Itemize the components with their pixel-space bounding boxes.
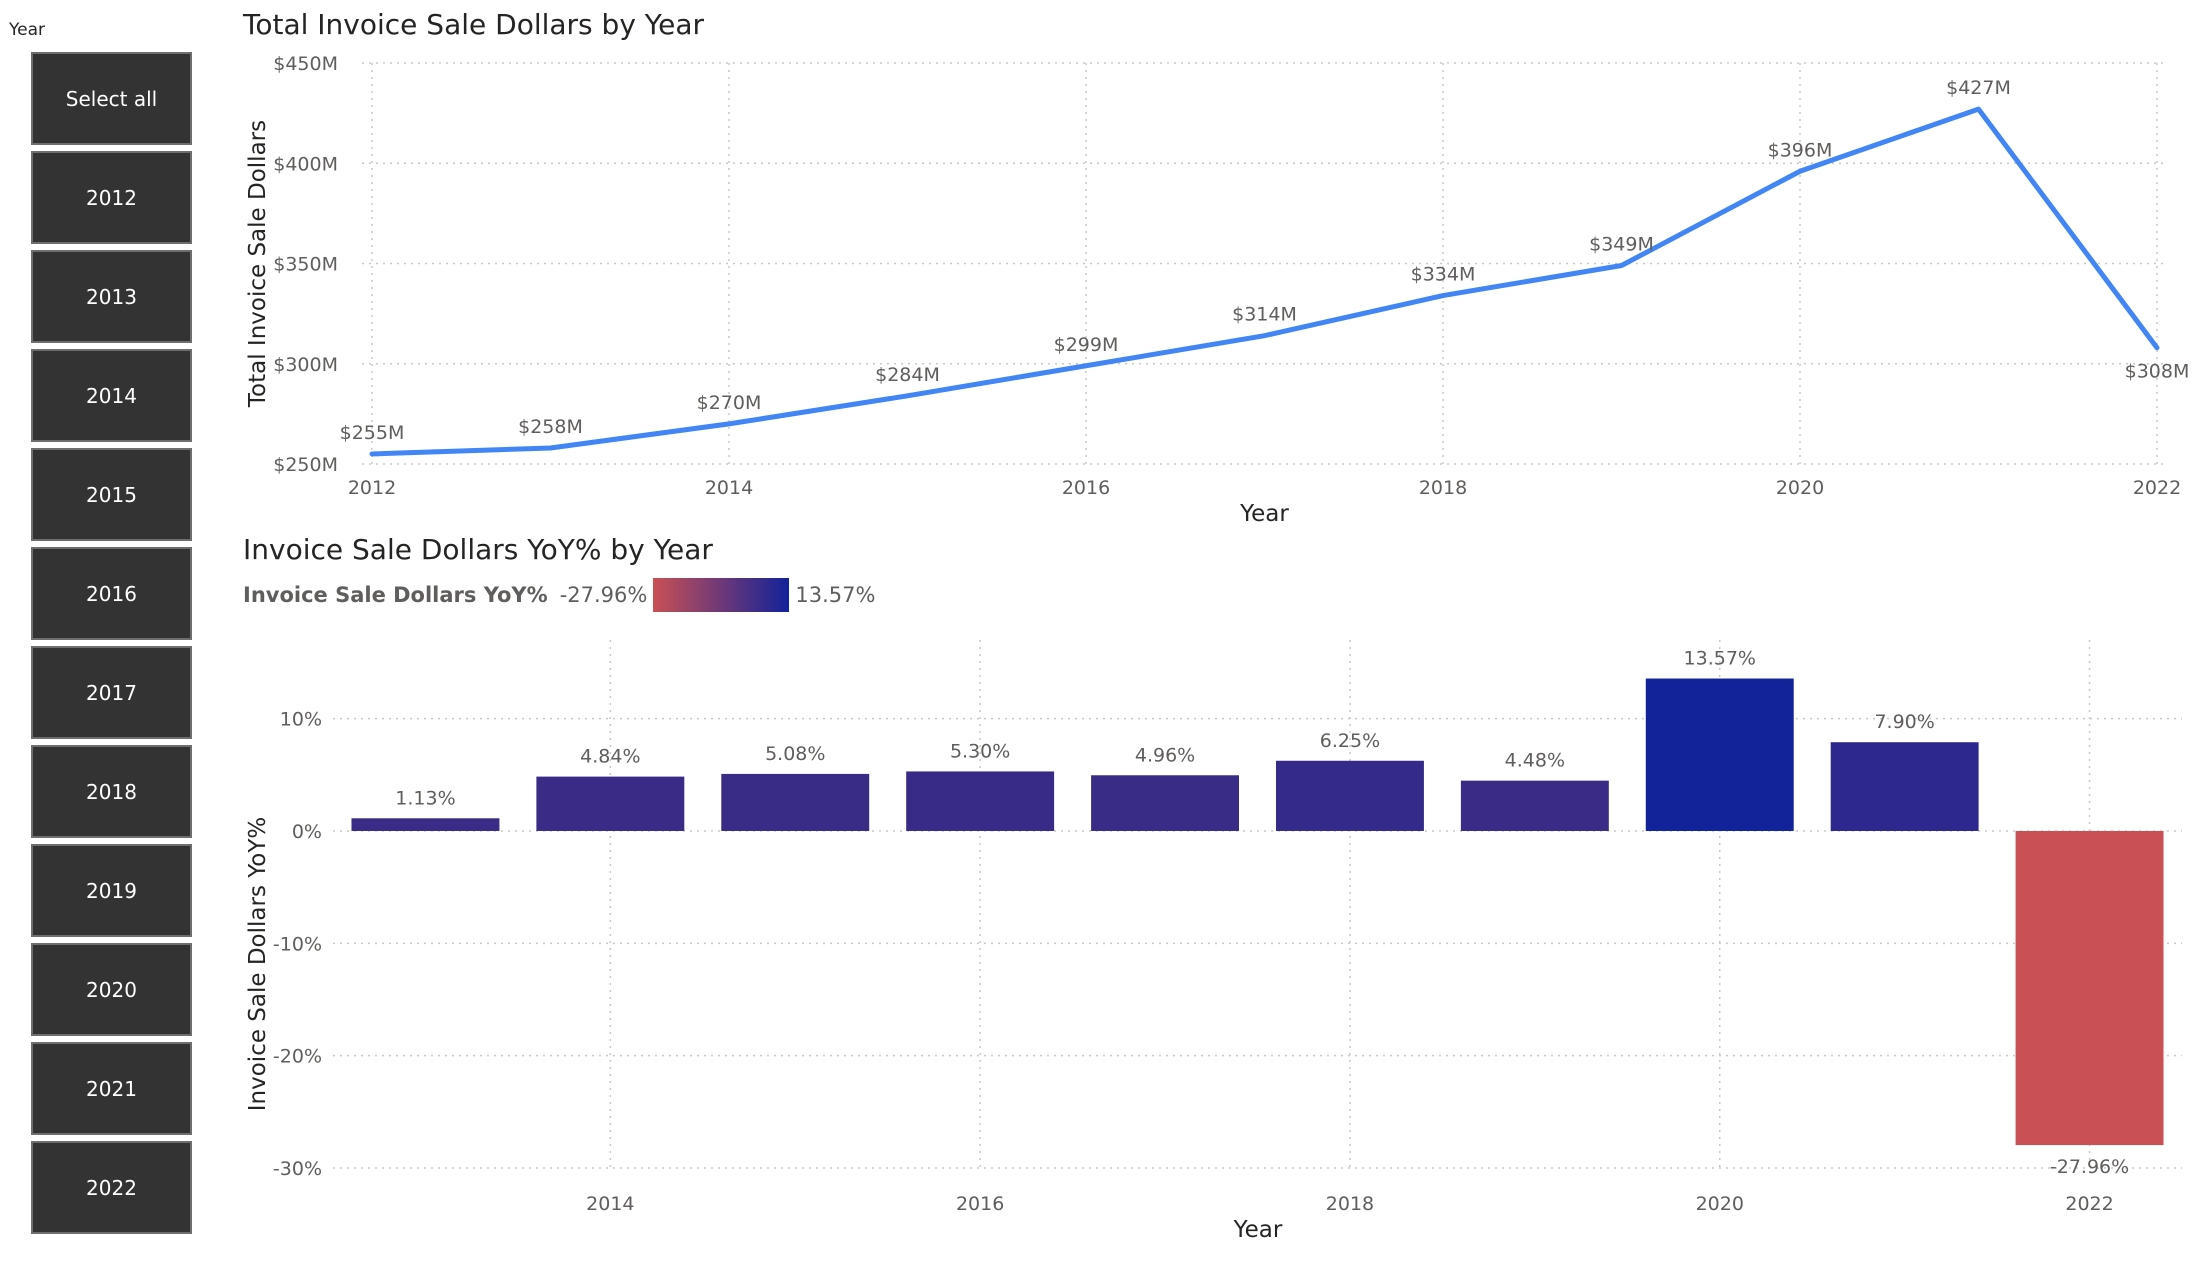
bar bbox=[1275, 760, 1424, 831]
bar bbox=[1830, 742, 1979, 831]
data-label: $427M bbox=[1946, 77, 2011, 99]
data-label: 13.57% bbox=[1684, 648, 1756, 670]
y-tick-label: -20% bbox=[273, 1046, 322, 1068]
x-tick-label: 2012 bbox=[348, 477, 396, 499]
data-label: 6.25% bbox=[1320, 730, 1380, 752]
y-tick-label: $450M bbox=[273, 53, 338, 75]
slicer-title: Year bbox=[9, 20, 45, 40]
data-label: 7.90% bbox=[1874, 711, 1934, 733]
data-label: 5.30% bbox=[950, 740, 1010, 762]
slicer-year-button[interactable]: 2012 bbox=[31, 151, 192, 244]
data-label: $308M bbox=[2125, 361, 2190, 383]
color-legend: Invoice Sale Dollars YoY% -27.96% 13.57% bbox=[243, 578, 875, 612]
x-tick-label: 2018 bbox=[1419, 477, 1467, 499]
data-label: 5.08% bbox=[765, 743, 825, 765]
bar bbox=[906, 771, 1055, 831]
data-label: $255M bbox=[340, 422, 405, 444]
x-tick-label: 2020 bbox=[1696, 1193, 1744, 1215]
y-tick-label: $300M bbox=[273, 354, 338, 376]
y-tick-label: $400M bbox=[273, 153, 338, 175]
y-axis-title: Total Invoice Sale Dollars bbox=[245, 120, 271, 408]
data-label: $258M bbox=[518, 416, 583, 438]
legend-gradient bbox=[653, 578, 790, 612]
y-tick-label: $250M bbox=[273, 454, 338, 476]
bar bbox=[1460, 780, 1609, 831]
slicer-year-button[interactable]: 2019 bbox=[31, 844, 192, 937]
data-label: $270M bbox=[697, 392, 762, 414]
x-tick-label: 2018 bbox=[1326, 1193, 1374, 1215]
x-tick-label: 2022 bbox=[2133, 477, 2181, 499]
bar bbox=[721, 773, 870, 831]
data-label: 1.13% bbox=[395, 787, 455, 809]
legend-name: Invoice Sale Dollars YoY% bbox=[243, 583, 548, 607]
data-label: 4.48% bbox=[1505, 750, 1565, 772]
bar bbox=[536, 776, 685, 831]
y-axis-title: Invoice Sale Dollars YoY% bbox=[245, 817, 271, 1111]
x-tick-label: 2014 bbox=[586, 1193, 634, 1215]
data-label: $334M bbox=[1411, 264, 1476, 286]
x-tick-label: 2020 bbox=[1776, 477, 1824, 499]
slicer-year-button[interactable]: 2013 bbox=[31, 250, 192, 343]
bar bbox=[2015, 830, 2164, 1146]
data-label: $396M bbox=[1768, 139, 1833, 161]
data-label: 4.96% bbox=[1135, 744, 1195, 766]
legend-max-label: 13.57% bbox=[795, 583, 876, 607]
slicer-year-button[interactable]: 2022 bbox=[31, 1141, 192, 1234]
line-chart-title: Total Invoice Sale Dollars by Year bbox=[243, 8, 705, 41]
x-tick-label: 2016 bbox=[956, 1193, 1004, 1215]
data-label: $299M bbox=[1054, 334, 1119, 356]
slicer-year-button[interactable]: 2018 bbox=[31, 745, 192, 838]
slicer-select-all-button[interactable]: Select all bbox=[31, 52, 192, 145]
x-tick-label: 2016 bbox=[1062, 477, 1110, 499]
slicer-year-button[interactable]: 2017 bbox=[31, 646, 192, 739]
year-slicer: Select all 2012 2013 2014 2015 2016 2017 2018 20… bbox=[31, 52, 192, 1240]
x-axis-title: Year bbox=[1233, 1217, 1283, 1243]
bar bbox=[1645, 678, 1794, 831]
data-label: $349M bbox=[1589, 234, 1654, 256]
slicer-year-button[interactable]: 2016 bbox=[31, 547, 192, 640]
data-label: $284M bbox=[875, 364, 940, 386]
slicer-year-button[interactable]: 2021 bbox=[31, 1042, 192, 1135]
data-label: $314M bbox=[1232, 304, 1297, 326]
legend-min-label: -27.96% bbox=[559, 583, 648, 607]
slicer-year-button[interactable]: 2014 bbox=[31, 349, 192, 442]
y-tick-label: -10% bbox=[273, 933, 322, 955]
series-line bbox=[369, 106, 2160, 457]
y-tick-label: -30% bbox=[273, 1158, 322, 1180]
bar-chart-title: Invoice Sale Dollars YoY% by Year bbox=[243, 533, 713, 566]
x-tick-label: 2014 bbox=[705, 477, 753, 499]
bar bbox=[351, 818, 500, 831]
bar bbox=[1091, 775, 1240, 831]
y-tick-label: 0% bbox=[292, 821, 322, 843]
slicer-year-button[interactable]: 2015 bbox=[31, 448, 192, 541]
data-label: 4.84% bbox=[580, 746, 640, 768]
x-axis-title: Year bbox=[1239, 501, 1289, 527]
data-label: -27.96% bbox=[2050, 1156, 2129, 1178]
line-chart: $250M $300M $350M $400M $450M 2012 2014 2016 201… bbox=[245, 53, 2190, 527]
y-tick-label: 10% bbox=[280, 709, 322, 731]
slicer-year-button[interactable]: 2020 bbox=[31, 943, 192, 1036]
y-tick-label: $350M bbox=[273, 254, 338, 276]
x-tick-label: 2022 bbox=[2065, 1193, 2113, 1215]
